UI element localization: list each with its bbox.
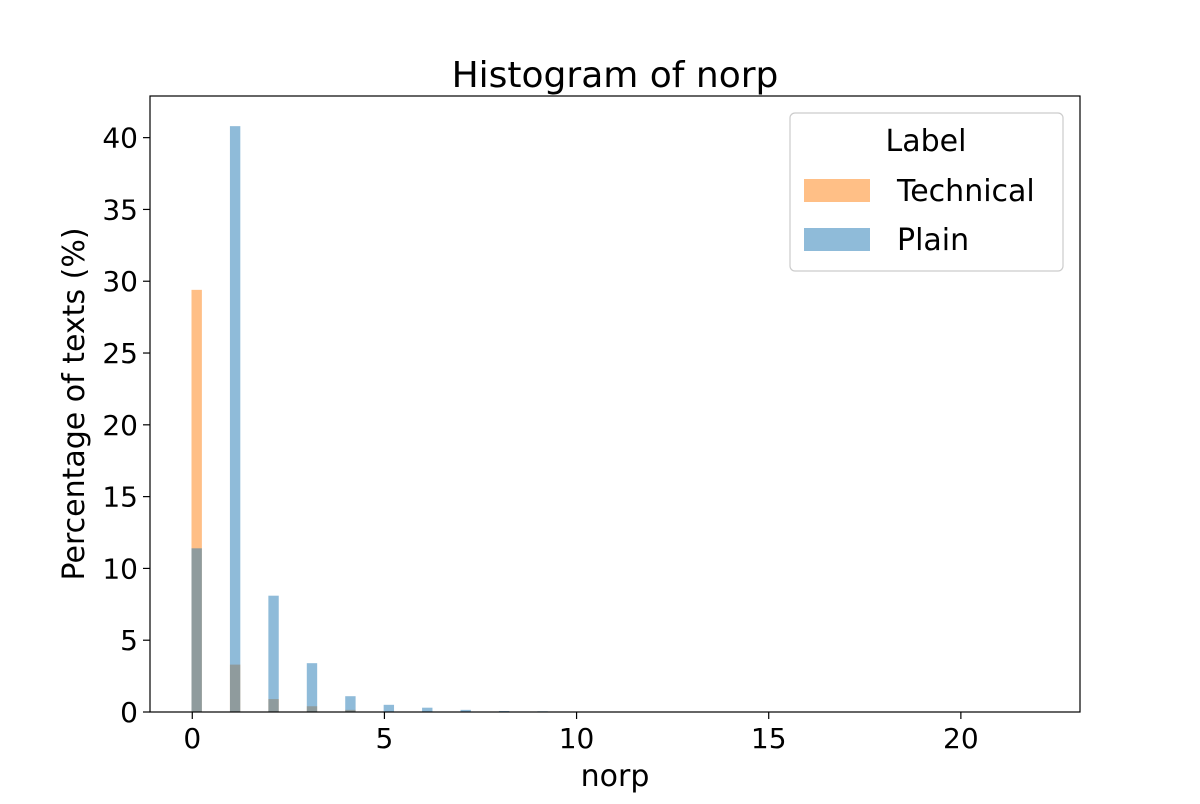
bar-plain-0 (191, 548, 202, 712)
x-axis: 0 5 10 15 20 (183, 712, 979, 755)
legend-label-plain: Plain (897, 223, 969, 258)
x-tick-label-10: 10 (559, 722, 595, 755)
bar-plain-5 (383, 704, 395, 712)
bar-technical-0 (191, 289, 202, 712)
x-tick-label-15: 15 (751, 722, 787, 755)
x-tick-label-0: 0 (183, 722, 201, 755)
y-axis-label: Percentage of texts (%) (57, 227, 92, 580)
x-axis-label: norp (581, 759, 650, 794)
y-tick-label-25: 25 (102, 337, 138, 370)
bar-plain-3 (306, 663, 318, 712)
chart-title: Histogram of norp (452, 55, 779, 96)
legend: Label Technical Plain (789, 112, 1064, 272)
y-tick-label-10: 10 (102, 552, 138, 585)
y-tick-label-15: 15 (102, 481, 138, 514)
legend-swatch-technical (804, 179, 870, 202)
bar-plain-6 (422, 707, 433, 712)
y-axis: 0 5 10 15 20 25 30 35 40 (102, 122, 150, 729)
bar-plain-2 (268, 595, 279, 712)
x-tick-label-5: 5 (376, 722, 394, 755)
bar-plain-1 (229, 126, 241, 712)
y-tick-label-30: 30 (102, 265, 138, 298)
y-tick-label-35: 35 (102, 193, 138, 226)
legend-title: Label (886, 124, 967, 159)
y-tick-label-0: 0 (120, 696, 138, 729)
plot-frame (149, 95, 1081, 713)
bars-layer (191, 126, 548, 712)
y-tick-label-20: 20 (102, 409, 138, 442)
y-tick-label-40: 40 (102, 122, 138, 155)
bar-plain-7 (460, 709, 471, 712)
y-tick-label-5: 5 (120, 624, 138, 657)
legend-swatch-plain (804, 228, 870, 251)
bar-plain-4 (345, 696, 356, 712)
x-tick-label-20: 20 (943, 722, 979, 755)
legend-label-technical: Technical (896, 174, 1035, 209)
